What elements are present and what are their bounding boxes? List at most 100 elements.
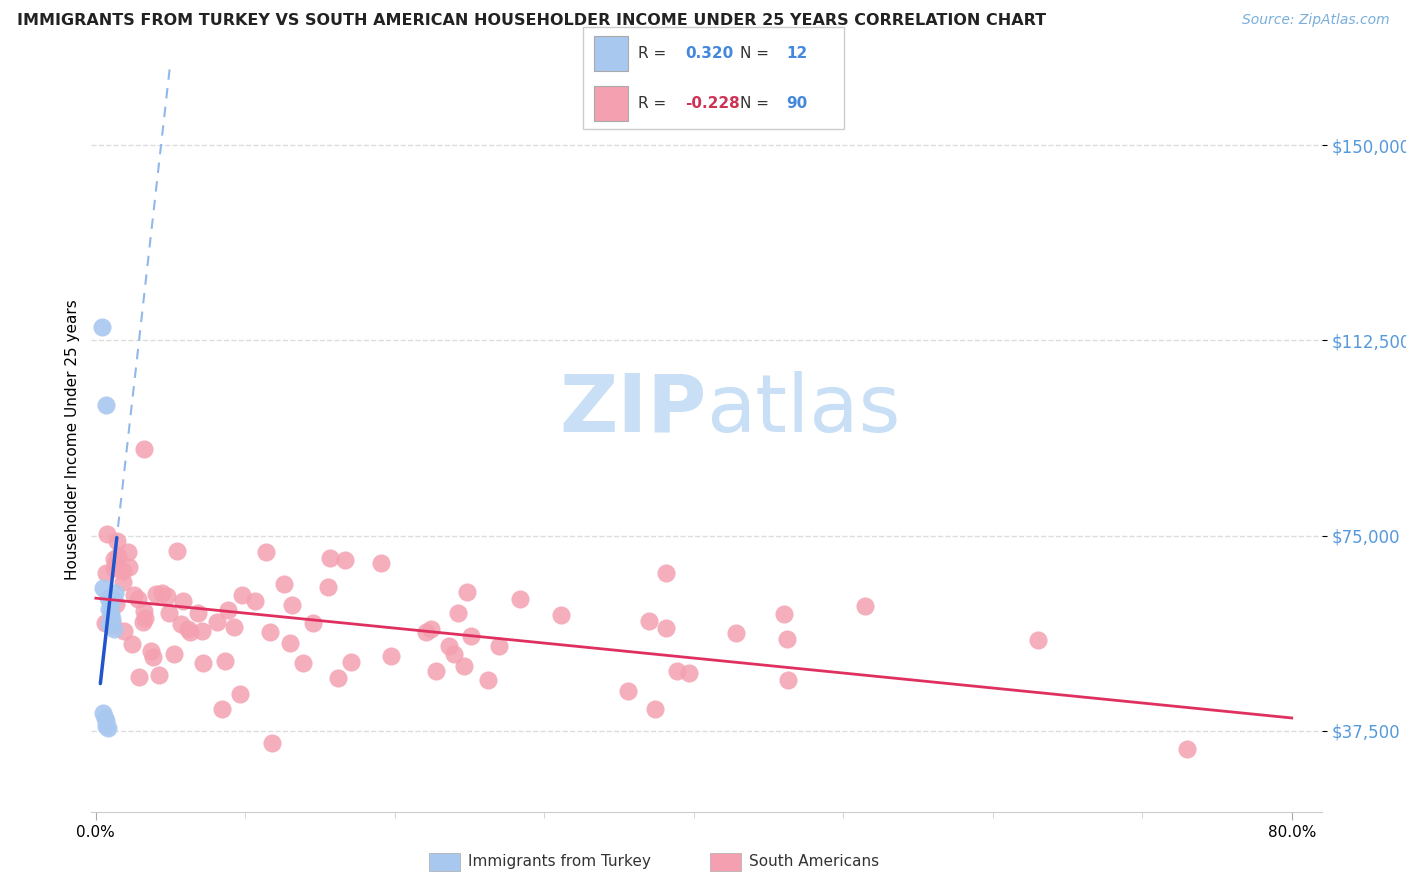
Point: [281, 598, 304, 612]
Point: [259, 625, 281, 640]
Point: [132, 604, 155, 618]
Point: [617, 684, 640, 698]
Point: [134, 610, 156, 624]
Point: [456, 585, 478, 599]
Point: [93, 615, 115, 630]
Point: [273, 576, 295, 591]
Point: [96, 719, 118, 733]
Point: [654, 621, 676, 635]
Point: [103, 560, 125, 574]
Point: [104, 586, 127, 600]
Point: [328, 672, 350, 686]
Point: [98, 617, 121, 632]
Point: [139, 644, 162, 658]
Text: -0.228: -0.228: [685, 96, 740, 112]
Point: [142, 650, 165, 665]
Point: [316, 580, 339, 594]
Point: [156, 589, 179, 603]
Point: [148, 668, 170, 682]
Point: [254, 545, 277, 559]
Point: [132, 442, 155, 457]
Point: [103, 623, 125, 637]
Point: [678, 666, 700, 681]
Point: [655, 566, 678, 580]
Point: [415, 624, 437, 639]
Point: [229, 687, 252, 701]
FancyBboxPatch shape: [593, 36, 627, 70]
Point: [97, 591, 120, 606]
Point: [101, 618, 124, 632]
Point: [447, 606, 470, 620]
Point: [117, 560, 139, 574]
Point: [339, 655, 361, 669]
Point: [101, 612, 124, 626]
Point: [122, 588, 145, 602]
Point: [776, 632, 799, 646]
Point: [94, 711, 117, 725]
Point: [150, 586, 173, 600]
Point: [100, 596, 122, 610]
Point: [509, 592, 531, 607]
Point: [105, 533, 128, 548]
Point: [319, 550, 342, 565]
Point: [773, 607, 796, 622]
Point: [96, 566, 118, 580]
Point: [437, 640, 460, 654]
Text: South Americans: South Americans: [749, 855, 880, 869]
Point: [104, 556, 127, 570]
Text: N =: N =: [740, 45, 773, 61]
Text: atlas: atlas: [706, 370, 901, 449]
Point: [177, 622, 200, 636]
FancyBboxPatch shape: [583, 27, 844, 129]
Point: [488, 639, 510, 653]
Point: [157, 606, 180, 620]
Text: 12: 12: [786, 45, 807, 61]
Point: [477, 673, 499, 688]
Point: [460, 629, 482, 643]
Text: Source: ZipAtlas.com: Source: ZipAtlas.com: [1241, 13, 1389, 28]
Y-axis label: Householder Income Under 25 years: Householder Income Under 25 years: [65, 299, 80, 580]
Point: [132, 615, 155, 629]
Point: [217, 603, 239, 617]
Point: [278, 636, 301, 650]
Point: [101, 591, 124, 606]
Text: R =: R =: [638, 45, 671, 61]
Point: [166, 543, 188, 558]
Point: [163, 648, 186, 662]
Point: [333, 553, 356, 567]
Point: [370, 556, 392, 570]
Point: [98, 601, 121, 615]
Text: R =: R =: [638, 96, 671, 112]
Point: [96, 527, 118, 541]
Point: [100, 607, 122, 621]
Point: [291, 656, 314, 670]
Point: [425, 664, 447, 678]
Point: [1026, 632, 1049, 647]
Point: [128, 670, 150, 684]
Point: [550, 607, 572, 622]
Text: Immigrants from Turkey: Immigrants from Turkey: [468, 855, 651, 869]
FancyBboxPatch shape: [593, 87, 627, 121]
Point: [93, 706, 115, 720]
Point: [224, 620, 246, 634]
Point: [214, 654, 236, 668]
Point: [172, 594, 194, 608]
Point: [725, 626, 748, 640]
Point: [96, 714, 118, 728]
Point: [453, 659, 475, 673]
Point: [107, 549, 129, 564]
Point: [420, 622, 443, 636]
Point: [665, 664, 688, 678]
Point: [205, 615, 228, 629]
Point: [117, 545, 139, 559]
Point: [1175, 742, 1198, 756]
Point: [103, 552, 125, 566]
Text: IMMIGRANTS FROM TURKEY VS SOUTH AMERICAN HOUSEHOLDER INCOME UNDER 25 YEARS CORRE: IMMIGRANTS FROM TURKEY VS SOUTH AMERICAN…: [17, 13, 1046, 29]
Point: [191, 624, 214, 639]
Point: [855, 599, 877, 614]
Point: [231, 588, 253, 602]
Text: 90: 90: [786, 96, 807, 112]
Point: [112, 624, 135, 638]
Point: [380, 648, 402, 663]
Text: ZIP: ZIP: [560, 370, 706, 449]
